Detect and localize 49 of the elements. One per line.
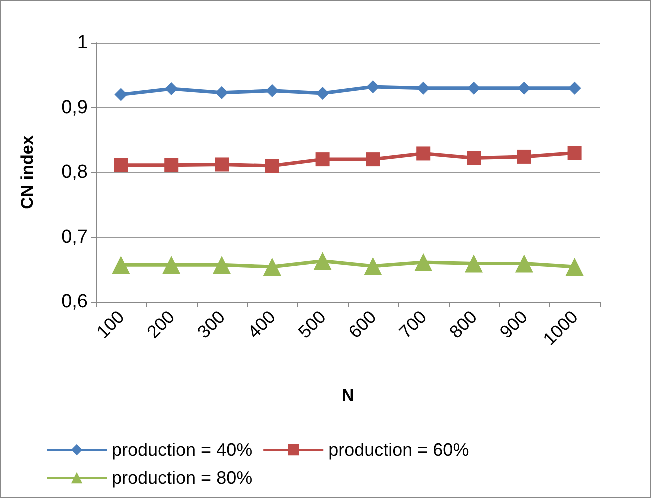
point	[112, 256, 130, 274]
x-axis-title: N	[342, 386, 354, 405]
x-tick-label: 600	[344, 306, 380, 342]
legend-label: production = 40%	[112, 440, 253, 460]
point	[366, 152, 380, 167]
y-tick-label: 0,7	[62, 226, 88, 248]
point	[568, 146, 582, 160]
point	[566, 258, 584, 276]
x-tick-label: 800	[446, 306, 482, 342]
y-tick-label: 0,8	[62, 162, 88, 183]
point	[416, 146, 431, 161]
x-tick-label: 400	[244, 306, 280, 342]
y-tick-label: 0,9	[62, 97, 88, 118]
point	[366, 80, 380, 94]
point	[265, 159, 280, 174]
point	[517, 150, 532, 164]
point	[364, 257, 382, 276]
point	[216, 86, 228, 100]
point	[568, 82, 582, 95]
point	[316, 87, 330, 100]
y-axis-title: CN index	[18, 135, 37, 210]
x-tick-label: 700	[395, 306, 431, 342]
point	[114, 88, 128, 102]
point	[215, 158, 229, 172]
point	[114, 158, 128, 172]
legend-label: production = 80%	[112, 468, 253, 488]
point	[518, 82, 531, 95]
x-tick-label: 900	[496, 306, 532, 342]
y-tick-label: 0,6	[62, 292, 88, 312]
point	[213, 256, 231, 274]
point	[162, 256, 181, 274]
legend-label: production = 60%	[328, 440, 470, 460]
point	[417, 82, 430, 95]
point	[165, 82, 178, 96]
point	[316, 152, 330, 167]
x-tick-label: 100	[92, 306, 128, 342]
point	[164, 158, 179, 172]
point	[266, 84, 279, 98]
x-tick-label: 200	[143, 306, 179, 342]
point	[467, 151, 481, 166]
point	[263, 258, 282, 276]
point	[468, 82, 480, 95]
x-tick-label: 300	[194, 306, 230, 342]
point	[414, 254, 433, 272]
point	[314, 252, 332, 270]
y-tick-label: 1	[77, 32, 88, 54]
point	[465, 254, 483, 273]
point	[515, 254, 534, 273]
x-tick-label: 500	[294, 306, 330, 342]
